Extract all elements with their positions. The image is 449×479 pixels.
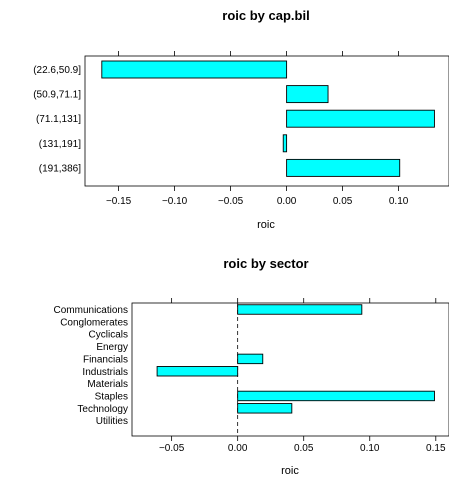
chart-panel-roic-by-sector: roic by sector CommunicationsConglomerat… [54, 256, 449, 477]
x-tick-label: 0.15 [426, 443, 446, 454]
category-label: Technology [77, 404, 128, 415]
x-tick-label: 0.10 [389, 196, 409, 207]
category-label: Communications [54, 305, 128, 316]
x-axis-title-sector: roic [281, 465, 299, 477]
bar [101, 60, 288, 79]
bars-cap [101, 60, 435, 177]
x-axis-sector: −0.05 0.00 0.05 0.10 0.15 [159, 298, 446, 454]
x-tick-label: −0.05 [218, 196, 244, 207]
x-tick-label: −0.15 [106, 196, 132, 207]
category-labels-cap: (22.6,50.9] (50.9,71.1] (71.1,131] (131,191… [33, 65, 81, 174]
category-label: (50.9,71.1] [33, 90, 81, 101]
x-tick-label: −0.05 [159, 443, 185, 454]
x-tick-label: 0.00 [277, 196, 297, 207]
plot-frame-cap [84, 55, 449, 187]
bar [282, 134, 288, 153]
chart-title-sector: roic by sector [223, 256, 308, 271]
x-tick-label: 0.05 [333, 196, 353, 207]
category-label: Conglomerates [60, 317, 128, 328]
x-tick-label: 0.00 [228, 443, 248, 454]
bar [286, 158, 401, 177]
category-label: Staples [95, 391, 128, 402]
chart-panel-roic-by-cap: roic by cap.bil (22.6,50.9] (50.9,71.1] (7… [33, 8, 449, 231]
x-tick-label: 0.10 [360, 443, 380, 454]
x-axis-cap: −0.15 −0.10 −0.05 0.00 0.05 0.10 [106, 51, 409, 207]
bar [237, 403, 293, 414]
plot-frame-sector [131, 302, 449, 437]
category-label: Utilities [96, 416, 128, 427]
category-label: Industrials [82, 367, 128, 378]
category-label: Materials [87, 379, 128, 390]
category-label: Energy [96, 342, 128, 353]
chart-title-cap: roic by cap.bil [222, 8, 309, 23]
category-label: (71.1,131] [36, 114, 81, 125]
x-tick-label: 0.05 [294, 443, 314, 454]
bar [286, 85, 329, 104]
category-label: (22.6,50.9] [33, 65, 81, 76]
category-label: Financials [83, 354, 128, 365]
category-label: (191,386] [39, 163, 81, 174]
bar [237, 390, 435, 402]
category-label: (131,191] [39, 139, 81, 150]
bar [237, 353, 264, 365]
bar [156, 366, 239, 377]
category-label: Cyclicals [89, 330, 128, 341]
bar [237, 304, 363, 315]
bar [286, 109, 435, 128]
x-axis-title-cap: roic [257, 219, 275, 231]
bars-sector [156, 304, 435, 414]
x-tick-label: −0.10 [162, 196, 188, 207]
